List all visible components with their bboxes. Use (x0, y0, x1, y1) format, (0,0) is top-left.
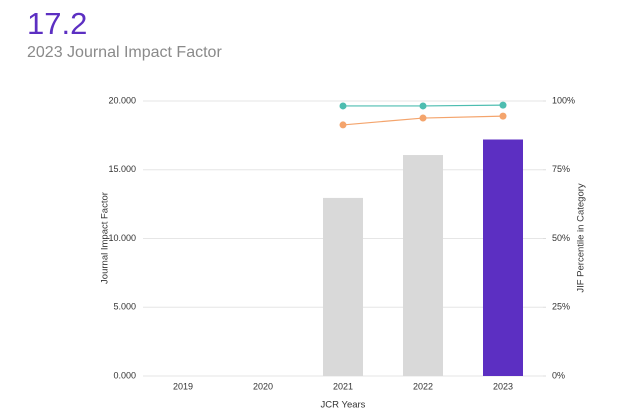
y2-tick-label: 0% (552, 370, 565, 380)
point (499, 101, 507, 109)
y2-tick-label: 75% (552, 164, 570, 174)
point (339, 121, 347, 129)
point (339, 102, 347, 110)
x-tick-label: 2023 (493, 381, 513, 391)
x-axis-title: JCR Years (321, 400, 366, 411)
y-tick-label: 0.000 (113, 370, 136, 380)
x-tick-label: 2020 (253, 381, 273, 391)
header: 17.2 2023 Journal Impact Factor (27, 6, 222, 64)
x-tick-label: 2019 (173, 381, 193, 391)
bar (403, 155, 443, 376)
y-tick-label: 5.000 (113, 302, 136, 312)
x-tick-label: 2021 (333, 381, 353, 391)
y-tick-label: 20.000 (108, 95, 136, 105)
y-axis-title: Journal Impact Factor (100, 192, 111, 284)
subtitle: 2023 Journal Impact Factor (27, 44, 222, 61)
y2-tick-label: 25% (552, 302, 570, 312)
x-tick-label: 2022 (413, 381, 433, 391)
y2-axis-title: JIF Percentile in Category (576, 183, 587, 293)
point (419, 114, 427, 122)
y2-tick-label: 100% (552, 95, 575, 105)
point (499, 112, 507, 120)
bar (323, 197, 363, 376)
bar (483, 139, 523, 376)
y-tick-label: 10.000 (108, 233, 136, 243)
headline-value: 17.2 (27, 6, 88, 41)
point (419, 102, 427, 110)
y-tick-label: 15.000 (108, 164, 136, 174)
y2-tick-label: 50% (552, 233, 570, 243)
